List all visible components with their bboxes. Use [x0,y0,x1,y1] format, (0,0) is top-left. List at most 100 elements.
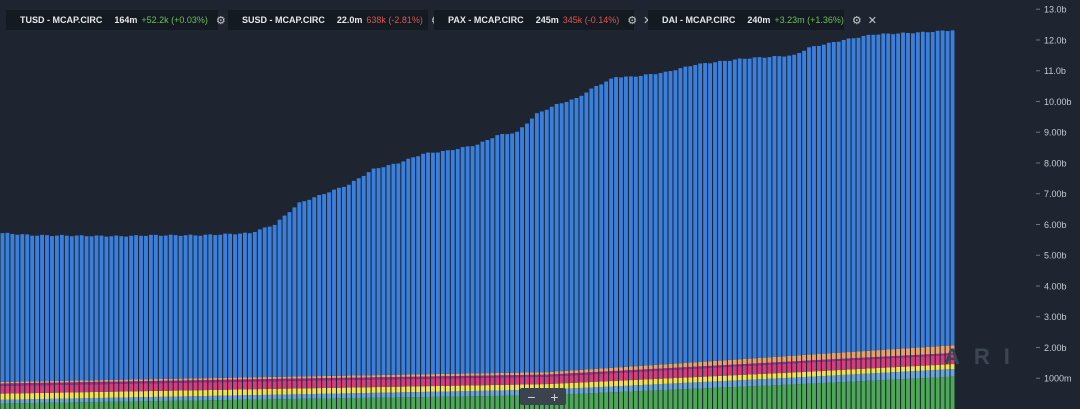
bar-segment [252,389,257,396]
bar-segment [574,375,579,383]
bar-segment [950,369,955,377]
bar-segment [881,358,886,368]
bar-segment [381,392,386,398]
bar-segment [317,378,322,381]
bar-segment [925,356,930,366]
bar-segment [648,74,653,366]
bar-segment [663,383,668,390]
bar-segment [5,403,10,409]
bar-segment [490,377,495,386]
bar-segment [406,378,411,387]
gear-icon[interactable]: ⚙ [215,14,226,27]
bar-segment [747,379,752,387]
close-icon[interactable]: ✕ [643,14,652,27]
bar-segment [826,42,831,354]
legend-series-name: TUSD - MCAP.CIRC [20,15,103,25]
bar-segment [386,392,391,398]
bar-segment [906,366,910,372]
bar-segment [658,368,663,371]
bar-segment [59,398,64,403]
bar-segment [99,384,104,392]
bar-segment [178,382,183,391]
bar-segment [693,65,698,363]
bar-segment [772,364,777,374]
bar-segment [915,347,920,355]
zoom-in-button[interactable]: + [550,388,559,405]
bar-segment [381,167,386,375]
bar-segment [45,385,49,393]
bar-segment [312,388,317,394]
bar-segment [495,135,500,373]
bar-segment [25,403,30,409]
bar-segment [812,354,816,361]
bar-segment [851,38,856,352]
bar-segment [935,30,940,347]
bar-segment [203,395,208,401]
bar-segment [218,389,223,396]
bar-segment [797,372,802,378]
bar-segment [79,380,84,383]
bar-segment [678,377,683,384]
bar-segment [20,403,25,409]
bar-segment [233,377,237,380]
bar-segment [732,59,737,360]
bar-segment [79,392,84,399]
bar-segment [757,385,762,409]
bar-segment [579,387,584,394]
bar-segment [228,379,233,382]
bar-segment [534,372,539,375]
bar-segment [807,383,811,409]
bar-segment [416,378,421,387]
bar-segment [777,373,782,379]
bar-segment [807,360,811,363]
bar-segment [94,380,99,382]
bar-segment [935,369,940,378]
bar-segment [332,393,336,399]
bar-segment [381,397,386,409]
bar-segment [688,366,693,369]
bar-segment [54,392,59,399]
bar-segment [876,356,881,359]
bar-segment [332,380,336,388]
zoom-out-button[interactable]: − [527,388,536,405]
bar-segment [945,345,950,354]
bar-segment [911,355,915,357]
bar-segment [173,390,178,397]
bar-segment [836,370,841,376]
bar-segment [158,390,163,397]
gear-icon[interactable]: ⚙ [627,14,638,27]
bar-segment [30,385,35,394]
bar-segment [401,161,406,375]
bar-segment [223,400,228,409]
bar-segment [238,389,242,396]
bar-segment [594,393,599,409]
bar-segment [129,381,134,384]
bar-segment [866,380,871,409]
gear-icon[interactable]: ⚙ [851,14,862,27]
bar-segment [614,392,618,409]
legend-item[interactable]: DAI - MCAP.CIRC 240m +3.23m (+1.36%) ⚙ ✕ [648,10,877,30]
bar-segment [134,401,139,409]
bar-segment [688,66,693,363]
bar-segment [831,375,836,383]
bar-segment [272,388,277,395]
bar-segment [920,378,925,409]
bar-segment [569,388,574,395]
bar-segment [475,385,480,391]
y-tick-label: 2.00b [1044,343,1067,353]
bar-segment [802,354,807,361]
bar-segment [480,396,485,409]
bar-segment [74,392,79,399]
bar-segment [787,55,792,357]
bar-segment [757,365,762,375]
bar-segment [574,98,579,371]
bar-segment [821,370,826,376]
bar-segment [475,377,480,386]
bar-segment [792,384,797,409]
close-icon[interactable]: ✕ [867,14,878,27]
bar-segment [742,58,747,359]
bar-segment [129,391,134,398]
